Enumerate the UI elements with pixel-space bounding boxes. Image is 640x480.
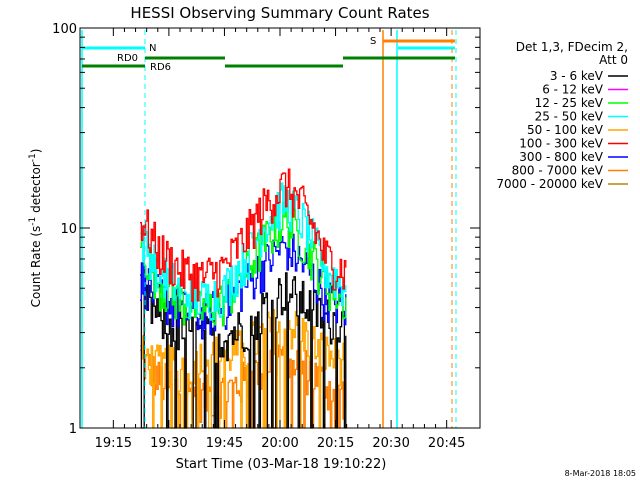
data-layer	[140, 168, 347, 429]
y-axis-label-sup2: -1	[28, 153, 38, 162]
series-line	[140, 168, 347, 302]
legend-label: 800 - 7000 keV	[512, 164, 604, 178]
y-axis-label-main: Count Rate (s	[29, 226, 43, 308]
legend-label: 25 - 50 keV	[535, 110, 604, 124]
y-tick-label: 10	[60, 222, 77, 237]
x-tick-label: 19:15	[95, 436, 132, 451]
legend-item: 50 - 100 keV	[527, 123, 628, 137]
series-100-300keV	[140, 168, 347, 302]
saa-label: S	[370, 36, 376, 47]
y-tick-label: 100	[52, 22, 77, 37]
x-tick-label: 20:30	[372, 436, 409, 451]
footer-timestamp: 8-Mar-2018 18:05	[565, 469, 636, 478]
x-tick-label: 20:45	[428, 436, 465, 451]
x-tick-label: 19:45	[206, 436, 243, 451]
legend-label: 50 - 100 keV	[527, 123, 604, 137]
legend-label: 12 - 25 keV	[535, 96, 604, 110]
legend-item: 12 - 25 keV	[535, 96, 628, 110]
overlay-layer: N S RD0 RD6	[81, 30, 457, 428]
legend-label: 300 - 800 keV	[519, 150, 603, 164]
series-line	[140, 272, 347, 429]
legend-item: 100 - 300 keV	[519, 137, 628, 151]
y-axis-label-sup1: -1	[28, 217, 38, 226]
x-tick-label: 20:00	[261, 436, 298, 451]
series-3-6keV	[140, 272, 347, 429]
y-axis-label-mid: detector	[29, 162, 43, 217]
y-axis-label: Count Rate (s-1 detector-1)	[28, 149, 43, 308]
legend-item: 800 - 7000 keV	[512, 164, 628, 178]
legend-header-line2: Att 0	[599, 53, 628, 67]
legend-item: 3 - 6 keV	[550, 69, 628, 83]
legend-item: 300 - 800 keV	[519, 150, 628, 164]
y-axis-label-end: )	[29, 149, 43, 154]
x-tick-label: 19:30	[150, 436, 187, 451]
chart-title: HESSI Observing Summary Count Rates	[130, 4, 429, 22]
legend-label: 3 - 6 keV	[550, 69, 604, 83]
rd6-label: RD6	[150, 62, 171, 73]
legend-item: 6 - 12 keV	[542, 83, 628, 97]
night-label: N	[149, 43, 156, 54]
legend-item: 7000 - 20000 keV	[496, 177, 628, 191]
rd0-label: RD0	[117, 53, 138, 64]
y-tick-label: 1	[69, 422, 77, 437]
x-tick-label: 20:15	[317, 436, 354, 451]
x-axis-label: Start Time (03-Mar-18 19:10:22)	[176, 457, 387, 472]
legend-header-line1: Det 1,3, FDecim 2,	[516, 40, 628, 54]
legend-label: 100 - 300 keV	[519, 137, 603, 151]
legend-item: 25 - 50 keV	[535, 110, 628, 124]
legend-label: 7000 - 20000 keV	[496, 177, 603, 191]
axis-ticks: 100 10 1 19:15 19:30 19:45 20:00 20:15 20:30 20:4…	[52, 22, 480, 451]
legend-label: 6 - 12 keV	[542, 83, 604, 97]
